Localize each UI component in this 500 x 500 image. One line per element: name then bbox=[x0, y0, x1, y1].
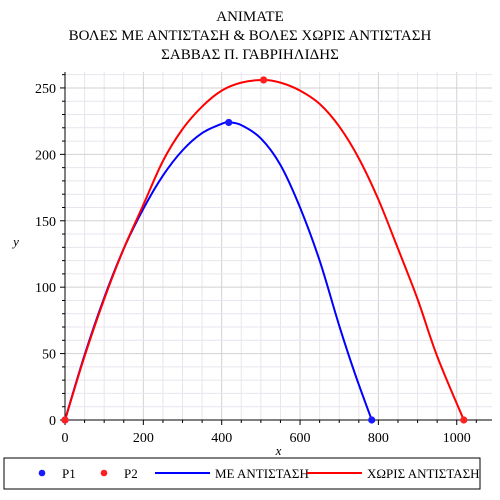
y-tick-label: 200 bbox=[35, 148, 56, 163]
y-tick-label: 0 bbox=[49, 414, 56, 429]
point-marker-p2 bbox=[61, 416, 69, 424]
legend-label-4: ΧΩΡΙΣ ΑΝΤΙΣΤΑΣΗ bbox=[367, 466, 480, 481]
x-tick-label: 1000 bbox=[443, 431, 471, 446]
x-tick-label: 800 bbox=[368, 431, 389, 446]
series-line-1 bbox=[64, 121, 373, 421]
legend: P1 P2 ΜΕ ΑΝΤΙΣΤΑΣΗ ΧΩΡΙΣ ΑΝΤΙΣΤΑΣΗ bbox=[3, 457, 481, 490]
legend-box bbox=[3, 457, 481, 490]
legend-label-2: P2 bbox=[124, 466, 138, 481]
grid bbox=[65, 72, 492, 420]
x-tick-label: 600 bbox=[290, 431, 311, 446]
y-tick-label: 100 bbox=[35, 281, 56, 296]
x-tick-label: 0 bbox=[62, 431, 69, 446]
chart-title-line-3: ΣΑΒΒΑΣ Π. ΓΑΒΡΙΗΛΙΔΗΣ bbox=[161, 47, 339, 63]
point-marker-p1 bbox=[225, 118, 233, 127]
y-tick-label: 150 bbox=[35, 215, 56, 230]
series-line-2 bbox=[64, 78, 465, 421]
x-axis-ticks: 0 200 400 600 800 1000 bbox=[62, 420, 477, 446]
y-axis-ticks: 0 50 100 150 200 250 bbox=[35, 74, 65, 429]
chart-title: ANIMATE ΒΟΛΕΣ ΜΕ ΑΝΤΙΣΤΑΣΗ & ΒΟΛΕΣ ΧΩΡΙΣ … bbox=[69, 9, 432, 63]
y-axis-label: y bbox=[11, 234, 19, 249]
chart-title-line-2: ΒΟΛΕΣ ΜΕ ΑΝΤΙΣΤΑΣΗ & ΒΟΛΕΣ ΧΩΡΙΣ ΑΝΤΙΣΤΑ… bbox=[69, 28, 432, 44]
chart-title-line-1: ANIMATE bbox=[216, 9, 284, 25]
plot-series bbox=[64, 78, 465, 421]
legend-label-3: ΜΕ ΑΝΤΙΣΤΑΣΗ bbox=[215, 466, 309, 481]
y-tick-label: 250 bbox=[35, 82, 56, 97]
x-tick-label: 200 bbox=[133, 431, 154, 446]
point-marker-p2 bbox=[460, 416, 468, 424]
y-tick-label: 50 bbox=[42, 348, 56, 363]
point-marker-p1 bbox=[368, 416, 376, 424]
x-axis-label: x bbox=[275, 443, 282, 458]
axes bbox=[64, 72, 492, 421]
legend-marker-1 bbox=[38, 469, 46, 477]
plot-points bbox=[61, 76, 468, 424]
point-marker-p2 bbox=[260, 76, 268, 84]
legend-label-1: P1 bbox=[62, 466, 76, 481]
x-tick-label: 400 bbox=[211, 431, 232, 446]
legend-marker-2 bbox=[100, 469, 108, 477]
